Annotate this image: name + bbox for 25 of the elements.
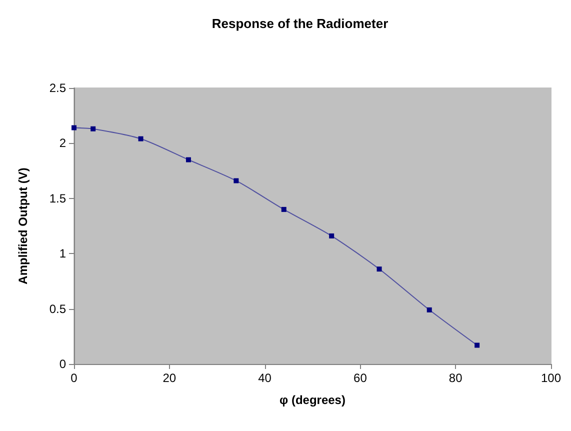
point	[329, 233, 334, 238]
x-tick-label: 100	[540, 371, 562, 385]
point	[90, 126, 96, 132]
x-tick-label: 20	[162, 371, 176, 385]
x-tick-label: 0	[70, 371, 78, 385]
chart-title: Response of the Radiometer	[212, 16, 388, 31]
point	[426, 307, 432, 312]
point	[72, 125, 76, 130]
x-axis-title: φ (degrees)	[280, 393, 346, 407]
point	[474, 342, 480, 348]
y-axis-title: Amplified Output (V)	[16, 168, 30, 284]
point	[186, 157, 191, 162]
x-tick-label: 40	[258, 371, 272, 385]
y-tick-label: 0.5	[49, 302, 66, 316]
x-tick-label: 60	[354, 371, 368, 385]
point	[376, 266, 382, 272]
y-tick-label: 0	[59, 357, 66, 371]
point	[138, 136, 144, 142]
y-tick-label: 2.5	[49, 81, 66, 95]
point	[281, 206, 286, 212]
y-tick-label: 2	[59, 136, 66, 150]
x-tick-label: 80	[448, 371, 463, 385]
y-tick-label: 1	[59, 246, 66, 261]
y-tick-label: 1.5	[49, 191, 66, 206]
point	[234, 178, 239, 184]
